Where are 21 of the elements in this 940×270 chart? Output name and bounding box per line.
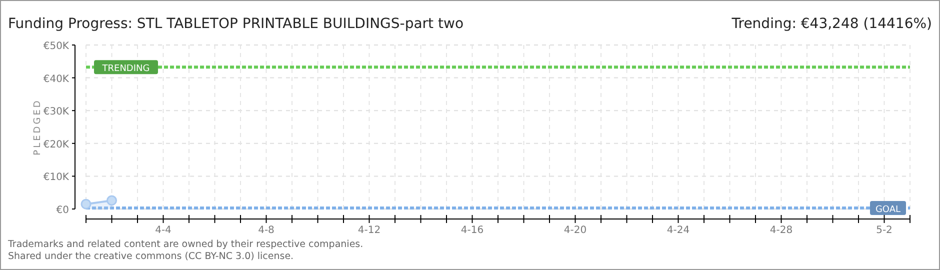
ref-line-label: TRENDING <box>101 64 150 74</box>
y-tick-label: €40K <box>43 74 70 85</box>
x-tick-label: 4-20 <box>564 225 587 236</box>
x-tick-label: 4-28 <box>770 225 793 236</box>
x-tick-label: 4-12 <box>358 225 381 236</box>
y-tick-label: €30K <box>43 106 70 118</box>
y-tick-label: €50K <box>43 41 70 52</box>
x-tick-label: 4-16 <box>460 225 484 236</box>
text: Shared under the creative commons (CC BY-NC 3.0) license. <box>8 251 294 262</box>
chart-subtitle: Trending: €43,248 (14416%) <box>730 16 932 32</box>
ref-line-label: GOAL <box>875 205 901 216</box>
y-tick-label: €20K <box>43 139 70 150</box>
chart-title: Funding Progress: STL TABLETOP PRINTABLE BUILDINGS-part two <box>8 16 464 32</box>
x-tick-label: 5-2 <box>876 225 892 236</box>
text: Trademarks and related content are owned by their respective companies. <box>7 239 364 250</box>
x-tick-label: 4-8 <box>258 225 274 236</box>
y-axis-title: PLEDGED <box>33 98 43 156</box>
x-tick-label: 4-24 <box>666 225 690 236</box>
x-tick-label: 4-4 <box>155 225 172 236</box>
y-tick-label: €10K <box>43 172 70 184</box>
y-tick-label: €0 <box>56 205 69 216</box>
